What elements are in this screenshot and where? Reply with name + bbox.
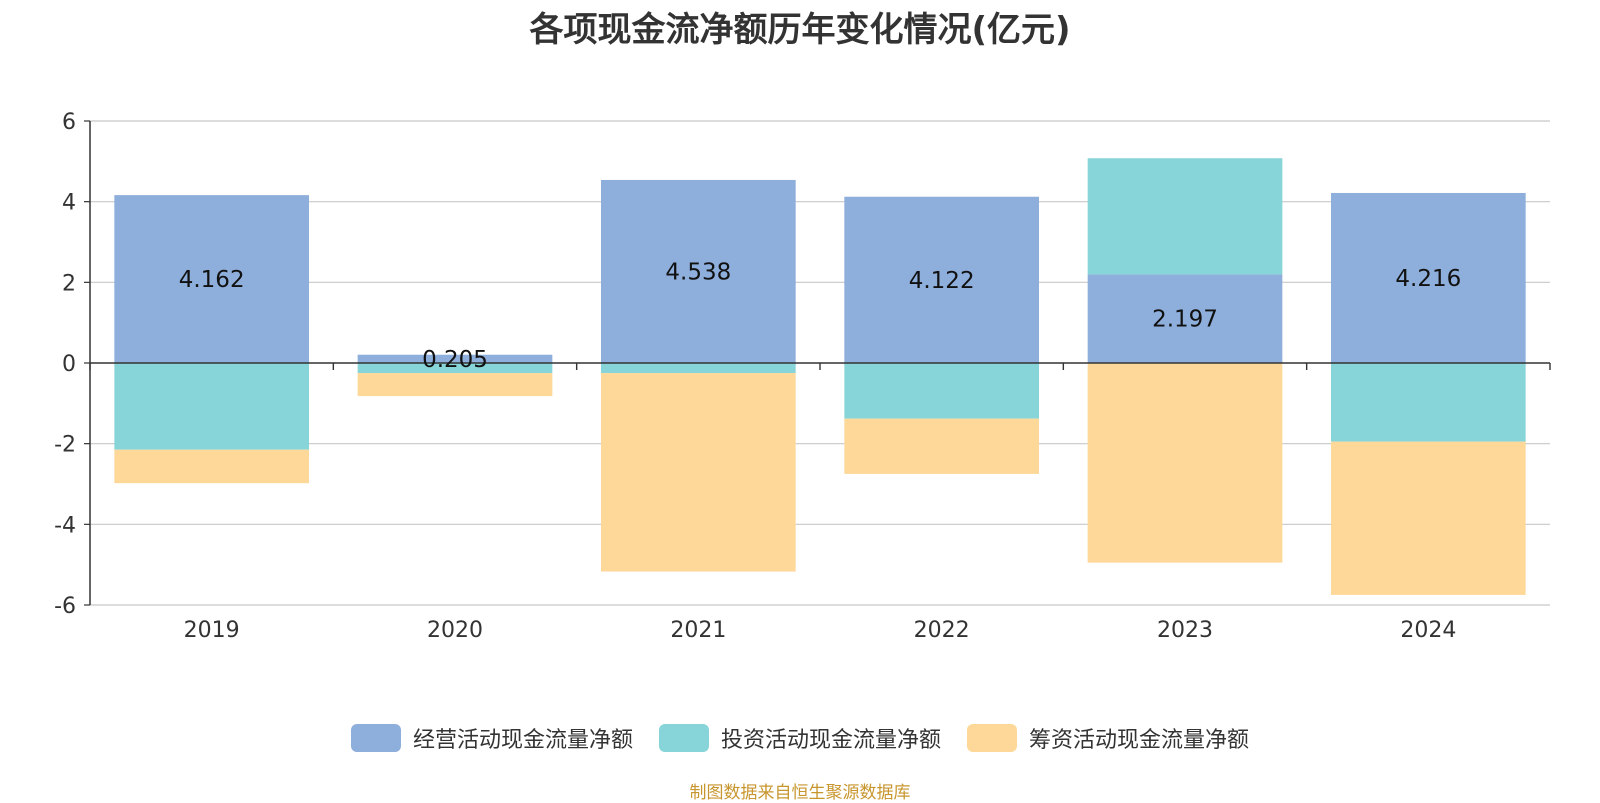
data-label-2021: 4.538 (665, 259, 731, 285)
data-label-2022: 4.122 (909, 268, 975, 294)
legend-label-operating: 经营活动现金流量净额 (412, 728, 633, 753)
y-tick-label: -2 (54, 433, 76, 458)
x-tick-label-2022: 2022 (914, 618, 970, 643)
x-tick-label-2023: 2023 (1157, 618, 1213, 643)
bar-2022-series-0 (844, 196, 1039, 363)
bar-2021-series-2 (601, 373, 796, 572)
legend-label-financing: 筹资活动现金流量净额 (1029, 728, 1250, 753)
legend: 经营活动现金流量净额 投资活动现金流量净额 筹资活动现金流量净额 (0, 722, 1600, 754)
chart-title: 各项现金流净额历年变化情况(亿元) (529, 10, 1071, 50)
y-tick-label: 6 (62, 110, 76, 135)
bar-2022-series-1 (844, 363, 1039, 419)
data-label-2020: 0.205 (422, 347, 488, 373)
legend-swatch-investing (658, 724, 709, 752)
bar-2020-series-2 (357, 373, 553, 397)
source-note: 制图数据来自恒生聚源数据库 (689, 783, 911, 803)
x-tick-label-2024: 2024 (1400, 618, 1456, 643)
y-tick-label: 4 (62, 191, 76, 216)
bar-2023-series-0 (1087, 274, 1283, 363)
bar-2020-series-1 (357, 363, 553, 374)
bar-2019-series-1 (114, 363, 309, 450)
bar-2021-series-1 (601, 363, 796, 374)
bar-2019-series-2 (114, 449, 309, 484)
data-label-2024: 4.216 (1395, 266, 1461, 292)
bar-2024-series-1 (1331, 363, 1526, 442)
y-tick-label: -4 (54, 513, 76, 538)
bar-2019-series-0 (114, 195, 309, 363)
legend-label-investing: 投资活动现金流量净额 (720, 728, 941, 753)
bar-2024-series-2 (1331, 441, 1526, 595)
y-tick-label: -6 (54, 594, 76, 619)
bar-2023-series-1 (1087, 158, 1283, 275)
bar-2020-series-0 (357, 354, 553, 363)
x-tick-label-2021: 2021 (670, 618, 726, 643)
bar-2021-series-0 (601, 179, 796, 363)
legend-item-financing[interactable]: 筹资活动现金流量净额 (967, 722, 1249, 754)
data-label-2023: 2.197 (1152, 307, 1218, 333)
bar-2023-series-2 (1087, 363, 1283, 563)
legend-item-investing[interactable]: 投资活动现金流量净额 (658, 722, 941, 754)
legend-item-operating[interactable]: 经营活动现金流量净额 (350, 722, 633, 754)
y-tick-label: 2 (62, 271, 76, 296)
x-tick-label-2020: 2020 (427, 618, 483, 643)
y-tick-label: 0 (62, 352, 76, 377)
bar-2022-series-2 (844, 418, 1039, 474)
bar-2024-series-0 (1331, 192, 1526, 363)
legend-swatch-financing (967, 724, 1017, 752)
x-tick-label-2019: 2019 (184, 618, 240, 643)
data-label-2019: 4.162 (179, 267, 245, 293)
legend-swatch-operating (350, 724, 401, 752)
